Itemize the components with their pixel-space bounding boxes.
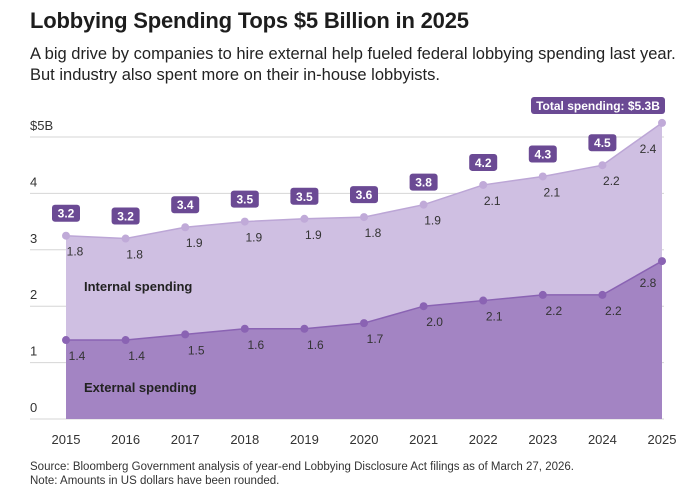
total-badge-label: 3.8 — [415, 176, 432, 190]
total-badge — [230, 190, 259, 208]
y-tick-label: 0 — [30, 400, 37, 415]
external-point — [240, 324, 249, 333]
external-value-label: 2.1 — [486, 310, 503, 324]
chart-title: Lobbying Spending Tops $5 Billion in 202… — [30, 8, 469, 33]
internal-value-label: 1.9 — [186, 236, 203, 250]
external-point — [62, 336, 70, 345]
external-value-label: 1.6 — [307, 338, 324, 352]
x-tick-label: 2023 — [528, 432, 557, 447]
internal-value-label: 1.8 — [126, 248, 143, 262]
external-spending-area — [66, 261, 662, 419]
external-value-label: 1.6 — [247, 338, 264, 352]
external-value-label: 1.4 — [69, 349, 86, 363]
total-badge-label: 3.5 — [296, 190, 313, 204]
internal-value-label: 2.2 — [603, 174, 620, 188]
total-badge — [52, 204, 80, 222]
total-badge-label: 4.5 — [594, 136, 611, 150]
x-tick-label: 2025 — [648, 432, 677, 447]
internal-value-label: 1.8 — [67, 245, 84, 259]
total-badge — [350, 186, 378, 204]
total-badge-label: Total spending: $5.3B — [536, 99, 660, 113]
external-point — [479, 296, 488, 305]
external-point — [360, 319, 368, 328]
external-point — [121, 336, 130, 345]
external-point — [419, 302, 428, 311]
external-value-label: 2.8 — [640, 276, 657, 290]
total-badge-label: 3.5 — [236, 193, 253, 207]
total-badge-label: 4.2 — [475, 156, 492, 170]
total-point — [121, 234, 130, 243]
external-value-label: 2.0 — [426, 315, 443, 329]
external-value-label: 1.4 — [128, 349, 145, 363]
external-point — [300, 324, 309, 333]
internal-value-label: 1.9 — [245, 231, 262, 245]
internal-value-label: 2.4 — [640, 142, 657, 156]
y-tick-label: 2 — [30, 287, 37, 302]
internal-value-label: 1.8 — [365, 226, 382, 240]
external-spending-label: External spending — [84, 380, 197, 395]
total-badge — [290, 187, 319, 205]
total-point — [240, 217, 249, 226]
total-point — [62, 231, 70, 240]
y-tick-label: 1 — [30, 344, 37, 359]
x-axis: 2015 2016 2017 2018 2019 2020 2021 2022 2023 2024… — [52, 432, 677, 447]
points — [62, 118, 666, 345]
internal-spending-label: Internal spending — [84, 279, 192, 294]
total-badge — [111, 207, 140, 225]
total-point — [360, 213, 368, 222]
external-value-label: 2.2 — [605, 304, 622, 318]
y-tick-label: 3 — [30, 231, 37, 246]
y-tick-label: 4 — [30, 174, 37, 189]
total-badge-label: 4.3 — [534, 147, 551, 161]
source-note: Source: Bloomberg Government analysis of… — [30, 461, 574, 473]
total-badge — [171, 196, 200, 214]
total-point — [479, 180, 488, 189]
total-point — [598, 161, 607, 170]
external-value-label: 1.7 — [367, 332, 384, 346]
internal-value-label: 2.1 — [484, 194, 501, 208]
x-tick-label: 2020 — [350, 432, 379, 447]
internal-value-label: 1.9 — [424, 214, 441, 228]
internal-value-label: 2.1 — [543, 185, 560, 199]
y-tick-label: $5B — [30, 118, 53, 133]
value-labels: 1.4 1.4 1.5 1.6 1.6 1.7 2.0 2.1 2.2 2.2 2.8 1.8 1.8 1… — [67, 142, 657, 363]
x-tick-label: 2016 — [111, 432, 140, 447]
total-badge — [469, 153, 498, 171]
total-badge — [528, 145, 557, 163]
x-tick-label: 2021 — [409, 432, 438, 447]
x-tick-label: 2019 — [290, 432, 319, 447]
total-badge — [409, 173, 438, 191]
total-badges: 3.2 3.2 3.4 3.5 3.5 3.6 3.8 4.2 4.3 4.5 Total spen… — [52, 97, 665, 225]
external-point — [181, 330, 190, 339]
total-badge-label: 3.6 — [356, 188, 373, 202]
x-tick-label: 2015 — [52, 432, 81, 447]
chart-canvas: 0 1 2 3 4 $5B 2015 2016 2017 2018 2019 2020 2021 202… — [30, 97, 677, 447]
external-point — [598, 290, 607, 299]
total-badge-label: 3.2 — [58, 207, 75, 221]
total-badge-label: 3.2 — [117, 210, 134, 224]
total-point — [419, 200, 428, 209]
x-tick-label: 2017 — [171, 432, 200, 447]
total-point — [181, 223, 190, 232]
total-badge — [588, 134, 617, 152]
total-badge-label: 3.4 — [177, 198, 194, 212]
external-point — [658, 257, 666, 266]
areas — [65, 122, 663, 420]
rounding-note: Note: Amounts in US dollars have been ro… — [30, 475, 280, 487]
external-value-label: 1.5 — [188, 343, 205, 357]
chart-footer: Source: Bloomberg Government analysis of… — [30, 460, 574, 488]
external-value-label: 2.2 — [545, 304, 562, 318]
chart-subtitle: A big drive by companies to hire externa… — [30, 45, 676, 84]
total-point — [538, 172, 547, 181]
internal-value-label: 1.9 — [305, 228, 322, 242]
total-badge — [531, 97, 665, 114]
x-tick-label: 2024 — [588, 432, 617, 447]
total-point — [658, 118, 666, 127]
x-tick-label: 2018 — [230, 432, 259, 447]
x-tick-label: 2022 — [469, 432, 498, 447]
external-point — [538, 290, 547, 299]
total-point — [300, 214, 309, 223]
y-axis: 0 1 2 3 4 $5B — [30, 118, 53, 415]
